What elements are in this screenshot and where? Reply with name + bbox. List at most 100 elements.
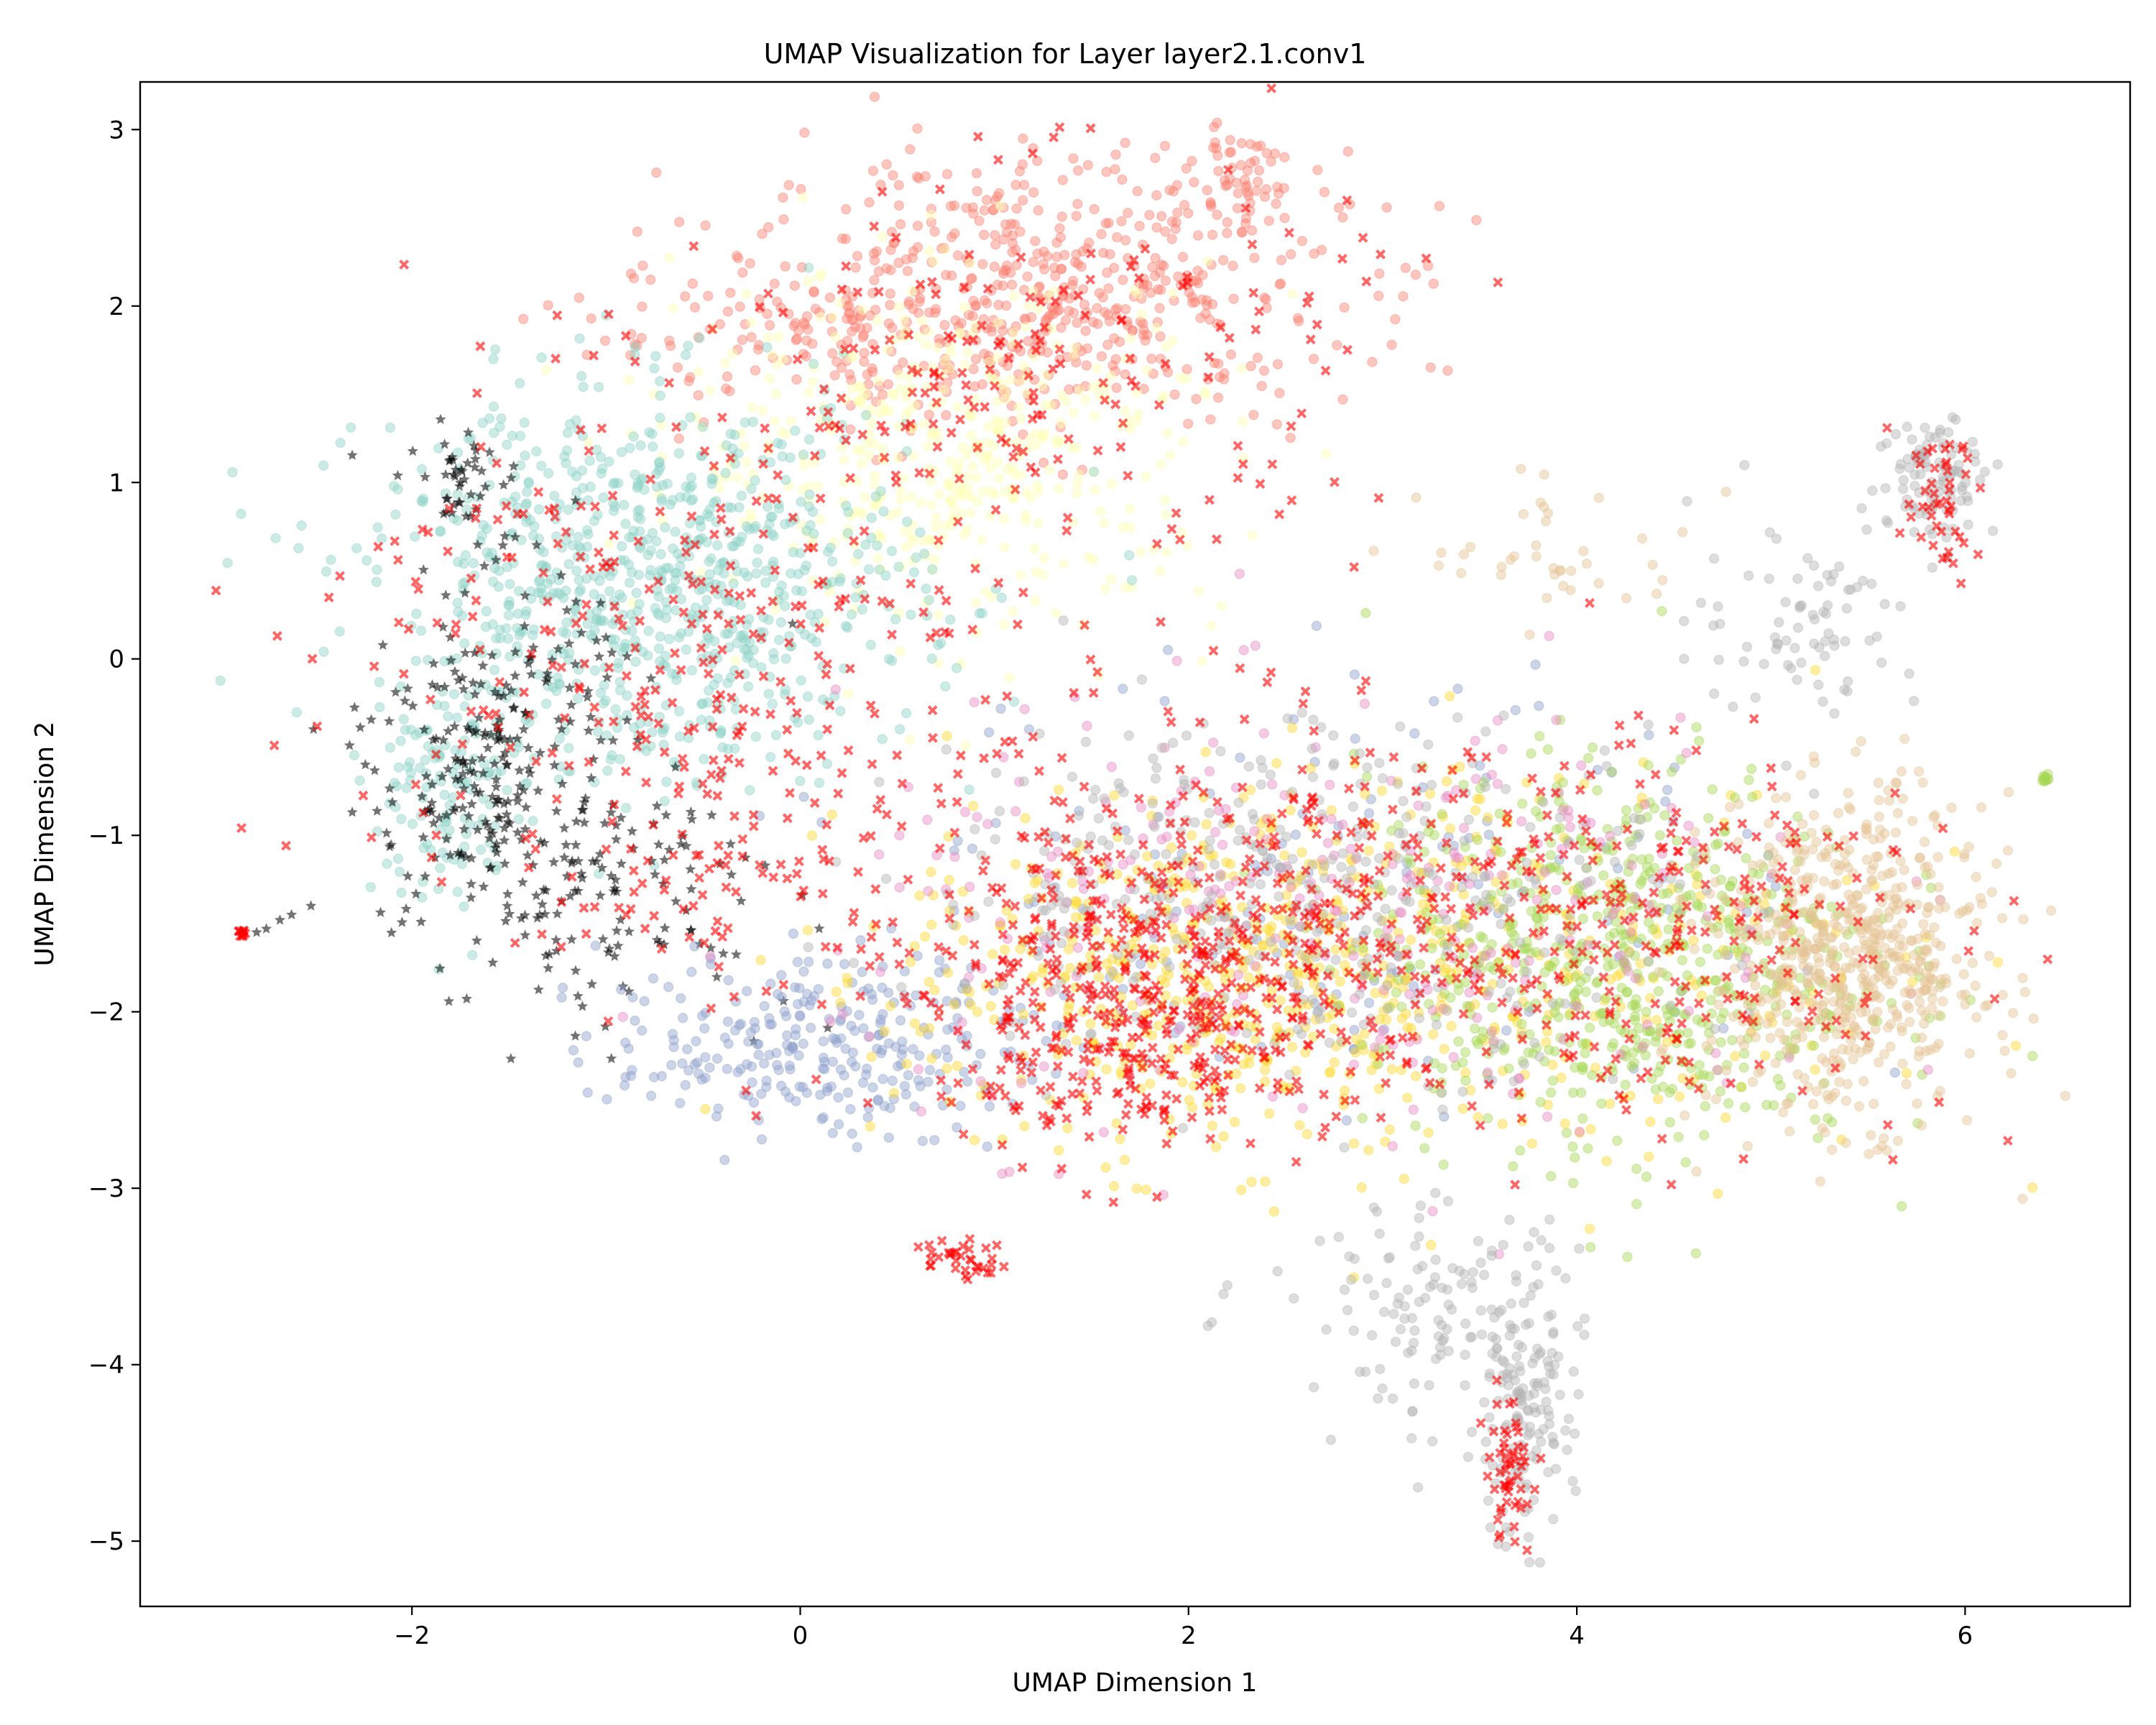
data-point	[1092, 303, 1102, 314]
data-point-star	[344, 740, 355, 750]
data-point	[686, 967, 697, 978]
data-point	[855, 935, 866, 946]
data-point	[614, 754, 625, 765]
data-point	[742, 652, 752, 663]
data-point-star	[415, 916, 427, 926]
data-point	[850, 592, 861, 603]
data-point-star	[594, 650, 605, 662]
data-point	[1015, 470, 1026, 481]
data-point	[1212, 117, 1222, 129]
data-point	[1276, 254, 1287, 266]
data-point	[1100, 1162, 1111, 1173]
data-point-star	[386, 926, 397, 938]
data-point	[1309, 248, 1319, 259]
data-point	[852, 1141, 862, 1153]
data-point	[980, 455, 990, 466]
data-point	[673, 433, 685, 444]
data-point	[934, 334, 944, 344]
data-point	[763, 222, 774, 233]
data-point	[1191, 394, 1202, 405]
data-point	[1996, 913, 2008, 924]
data-point	[860, 410, 872, 420]
data-point	[1664, 1117, 1676, 1128]
data-point	[1172, 207, 1183, 218]
data-point-star	[477, 660, 489, 671]
data-point	[791, 334, 803, 344]
data-point	[1232, 203, 1243, 213]
data-point	[801, 351, 812, 362]
data-point	[1136, 309, 1147, 320]
data-point	[586, 313, 596, 324]
data-point	[949, 851, 960, 862]
data-point	[636, 333, 647, 344]
data-point	[655, 390, 665, 401]
data-point	[1061, 395, 1072, 407]
data-point	[1038, 264, 1050, 275]
data-point	[956, 508, 967, 520]
data-point	[1151, 222, 1162, 233]
data-point	[967, 801, 979, 811]
data-point	[372, 522, 383, 533]
data-point	[1470, 773, 1482, 785]
data-point	[1182, 418, 1194, 429]
data-point	[484, 413, 495, 424]
data-point	[1192, 265, 1203, 276]
data-point	[1691, 722, 1702, 733]
data-point	[1019, 704, 1030, 714]
data-point	[1057, 469, 1069, 480]
data-point	[847, 383, 858, 395]
data-point	[648, 388, 660, 400]
data-point	[2010, 1040, 2022, 1052]
data-point	[503, 610, 515, 621]
data-point	[1120, 303, 1131, 315]
data-point	[926, 1053, 937, 1064]
data-point	[1068, 308, 1079, 318]
data-point	[1746, 763, 1757, 775]
data-point	[1386, 339, 1397, 350]
data-point	[812, 481, 824, 492]
data-point	[1205, 197, 1216, 208]
data-point-star	[615, 857, 627, 869]
data-point	[1535, 1096, 1546, 1108]
data-point	[1080, 394, 1091, 405]
data-point	[1128, 325, 1138, 336]
data-point	[418, 497, 428, 507]
data-point	[1545, 1087, 1557, 1098]
data-point	[1103, 283, 1114, 294]
data-point	[842, 1087, 854, 1098]
data-point	[405, 767, 417, 778]
data-point	[668, 1041, 679, 1053]
data-point	[1006, 400, 1017, 411]
data-point	[410, 656, 422, 666]
data-point	[885, 1000, 896, 1011]
data-point	[482, 523, 492, 534]
data-point	[1297, 1103, 1308, 1114]
data-point	[942, 377, 953, 388]
data-point	[1098, 247, 1109, 259]
data-point	[535, 461, 547, 472]
data-point	[683, 340, 694, 351]
data-point	[452, 489, 463, 500]
data-point	[1154, 566, 1166, 577]
data-point	[720, 628, 731, 640]
data-point	[992, 317, 1004, 328]
data-point	[561, 445, 573, 456]
data-point	[963, 257, 975, 268]
data-point	[929, 554, 940, 565]
data-point	[1240, 182, 1251, 193]
data-point-star	[365, 714, 377, 724]
data-point	[999, 944, 1010, 955]
data-point	[1675, 712, 1686, 723]
data-point	[1530, 659, 1541, 671]
data-point	[1189, 297, 1201, 308]
data-point	[913, 399, 924, 410]
data-point	[1810, 1114, 1820, 1125]
data-point	[676, 628, 686, 639]
data-point	[1142, 851, 1153, 862]
data-point	[1033, 518, 1044, 528]
data-point	[876, 491, 887, 502]
data-point	[875, 408, 885, 419]
data-point	[721, 472, 732, 482]
data-point	[1720, 949, 1731, 960]
data-point	[796, 484, 808, 495]
